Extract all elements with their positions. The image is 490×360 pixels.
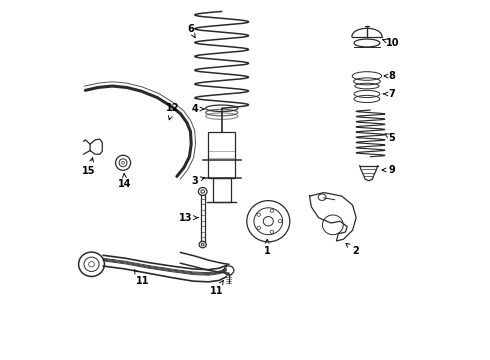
Text: 14: 14 [118,173,132,189]
Text: 11: 11 [210,281,223,296]
Text: 8: 8 [384,71,395,81]
Text: 9: 9 [382,165,395,175]
Text: 4: 4 [192,104,204,114]
Text: 7: 7 [383,89,395,99]
Text: 13: 13 [179,213,198,222]
Text: 12: 12 [166,103,179,120]
Text: 3: 3 [192,176,204,186]
Text: 15: 15 [82,158,96,176]
Text: 5: 5 [385,133,395,143]
Text: 11: 11 [134,270,149,286]
Text: 2: 2 [346,243,359,256]
Text: 10: 10 [383,38,399,48]
Text: 1: 1 [264,239,270,256]
Text: 6: 6 [187,24,195,37]
